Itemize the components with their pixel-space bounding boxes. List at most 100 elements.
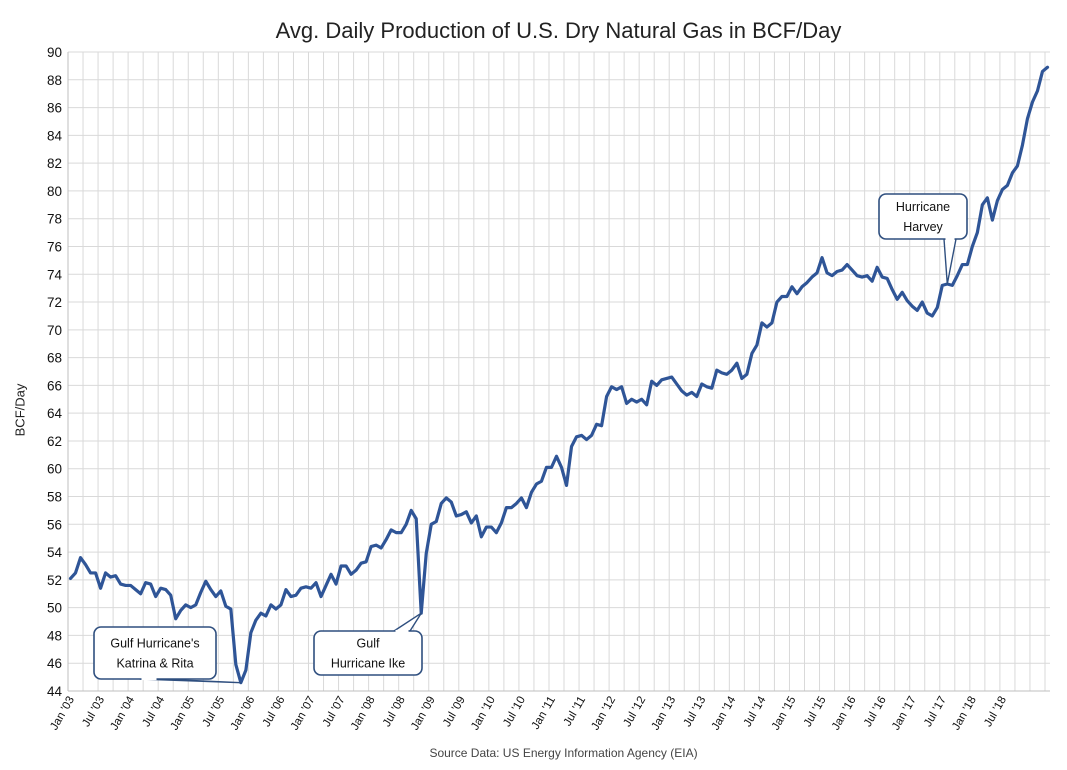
data-point bbox=[640, 398, 643, 401]
annotation-callout: Gulf Hurricane's Katrina & Rita bbox=[93, 626, 242, 684]
data-point bbox=[896, 298, 899, 301]
data-point bbox=[119, 583, 122, 586]
data-point bbox=[841, 269, 844, 272]
annotation-callout: Hurricane Harvey bbox=[878, 193, 968, 285]
data-point bbox=[139, 592, 142, 595]
data-point bbox=[620, 385, 623, 388]
data-point bbox=[836, 270, 839, 273]
data-point bbox=[580, 434, 583, 437]
data-point bbox=[244, 669, 247, 672]
data-point bbox=[425, 552, 428, 555]
data-point bbox=[74, 571, 77, 574]
y-tick-label: 58 bbox=[47, 490, 62, 505]
y-tick-label: 82 bbox=[47, 156, 62, 171]
data-point bbox=[134, 588, 137, 591]
data-point bbox=[294, 594, 297, 597]
data-point bbox=[780, 295, 783, 298]
y-tick-label: 52 bbox=[47, 573, 62, 588]
data-point bbox=[440, 502, 443, 505]
data-point bbox=[660, 378, 663, 381]
data-point bbox=[109, 576, 112, 579]
data-point bbox=[94, 571, 97, 574]
y-tick-label: 60 bbox=[47, 462, 62, 477]
data-point bbox=[124, 584, 127, 587]
data-point bbox=[961, 263, 964, 266]
data-point bbox=[690, 391, 693, 394]
data-point bbox=[675, 383, 678, 386]
data-point bbox=[816, 271, 819, 274]
data-point bbox=[385, 538, 388, 541]
x-tick-label: Jan '07 bbox=[289, 695, 318, 733]
x-tick-label: Jan '03 bbox=[48, 695, 77, 733]
data-point bbox=[430, 523, 433, 526]
data-point bbox=[490, 526, 493, 529]
data-point bbox=[811, 276, 814, 279]
data-point bbox=[350, 573, 353, 576]
data-point bbox=[1046, 66, 1049, 69]
x-tick-label: Jul '09 bbox=[441, 695, 468, 729]
data-point bbox=[254, 619, 257, 622]
data-point bbox=[725, 373, 728, 376]
data-point bbox=[164, 588, 167, 591]
data-point bbox=[84, 563, 87, 566]
data-point bbox=[916, 309, 919, 312]
data-point bbox=[966, 263, 969, 266]
data-point bbox=[821, 256, 824, 259]
y-tick-label: 78 bbox=[47, 212, 62, 227]
data-point bbox=[790, 285, 793, 288]
x-tick-label: Jul '17 bbox=[922, 695, 949, 729]
data-point bbox=[269, 603, 272, 606]
data-point bbox=[320, 595, 323, 598]
data-point bbox=[194, 603, 197, 606]
data-point bbox=[1006, 184, 1009, 187]
x-tick-label: Jan '08 bbox=[349, 695, 378, 733]
data-point bbox=[680, 389, 683, 392]
x-tick-label: Jul '11 bbox=[562, 695, 588, 729]
data-point bbox=[229, 608, 232, 611]
data-point bbox=[330, 573, 333, 576]
series-layer bbox=[68, 65, 1050, 685]
data-point bbox=[856, 274, 859, 277]
y-tick-label: 48 bbox=[47, 628, 62, 643]
data-point bbox=[775, 301, 778, 304]
data-point bbox=[149, 583, 152, 586]
data-point bbox=[79, 556, 82, 559]
data-point bbox=[695, 395, 698, 398]
x-tick-label: Jan '04 bbox=[108, 694, 137, 732]
data-point bbox=[585, 438, 588, 441]
data-point bbox=[931, 314, 934, 317]
data-point bbox=[259, 612, 262, 615]
data-point bbox=[204, 580, 207, 583]
data-point bbox=[745, 373, 748, 376]
y-tick-label: 74 bbox=[47, 267, 63, 282]
x-tick-label: Jan '14 bbox=[710, 694, 739, 732]
data-point bbox=[795, 292, 798, 295]
y-tick-label: 54 bbox=[47, 545, 63, 560]
x-tick-label: Jan '18 bbox=[950, 695, 979, 733]
data-point bbox=[415, 517, 418, 520]
data-point bbox=[380, 546, 383, 549]
y-tick-label: 88 bbox=[47, 73, 62, 88]
data-point bbox=[881, 276, 884, 279]
data-point bbox=[219, 589, 222, 592]
data-point bbox=[375, 544, 378, 547]
data-point bbox=[189, 606, 192, 609]
data-point bbox=[921, 301, 924, 304]
data-point bbox=[400, 531, 403, 534]
x-tick-label: Jan '16 bbox=[830, 695, 859, 733]
data-point bbox=[986, 196, 989, 199]
x-tick-label: Jul '05 bbox=[201, 695, 228, 729]
data-point bbox=[1016, 164, 1019, 167]
annotation-box bbox=[313, 630, 423, 676]
x-tick-label: Jul '15 bbox=[802, 695, 829, 729]
data-point bbox=[465, 510, 468, 513]
x-tick-label: Jul '13 bbox=[682, 695, 709, 729]
data-point bbox=[545, 466, 548, 469]
y-tick-label: 72 bbox=[47, 295, 62, 310]
x-tick-label: Jan '13 bbox=[650, 695, 679, 733]
data-point bbox=[705, 385, 708, 388]
data-point bbox=[154, 595, 157, 598]
data-point bbox=[395, 531, 398, 534]
